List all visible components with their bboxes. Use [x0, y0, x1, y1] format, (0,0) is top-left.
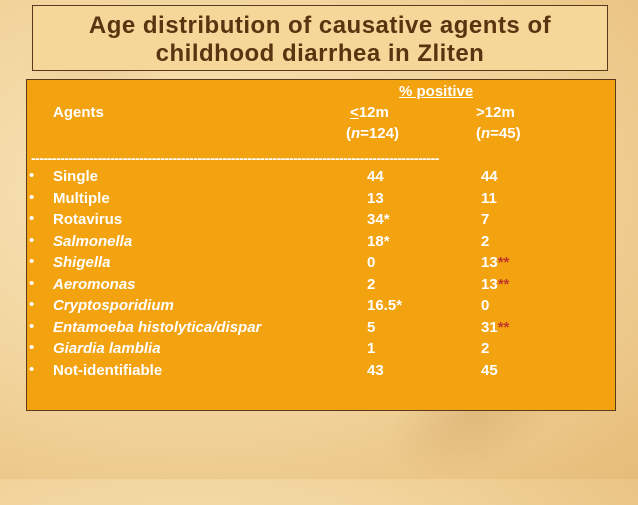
value-number: 18: [367, 232, 384, 250]
value-over-12m: 0: [481, 297, 489, 314]
significance-mark: *: [396, 297, 403, 314]
bullet-icon: •: [29, 360, 35, 378]
dashed-divider: ----------------------------------------…: [31, 150, 439, 164]
significance-mark: **: [497, 318, 510, 336]
agent-name: Multiple: [53, 189, 110, 207]
bullet-icon: •: [29, 274, 35, 292]
value-number: 43: [367, 361, 384, 379]
value-number: 0: [481, 297, 490, 314]
value-under-12m: 13: [367, 190, 384, 207]
title-box: Age distribution of causative agents of …: [32, 5, 608, 71]
bullet-icon: •: [29, 188, 35, 206]
significance-mark: *: [383, 211, 390, 228]
value-over-12m: 11: [481, 190, 497, 207]
agent-name: Rotavirus: [53, 211, 123, 228]
slide-title-line-2: childhood diarrhea in Zliten: [155, 40, 485, 67]
percent-positive-header: % positive: [399, 83, 474, 100]
value-number: 16.5: [367, 297, 397, 314]
significance-mark: **: [497, 275, 510, 293]
value-number: 2: [481, 232, 490, 250]
value-number: 0: [367, 254, 376, 271]
agent-name: Single: [53, 168, 99, 185]
value-under-12m: 44: [367, 168, 384, 185]
value-under-12m: 0: [367, 254, 375, 271]
agent-name: Aeromonas: [53, 275, 136, 293]
col-under-12m-label: 12m: [358, 104, 389, 121]
value-over-12m: 44: [481, 168, 498, 185]
paren: (: [476, 125, 481, 142]
value-number: 2: [481, 340, 490, 357]
col-under-12m-header: <12m: [350, 104, 389, 121]
significance-mark: **: [497, 254, 510, 271]
bullet-icon: •: [29, 167, 35, 184]
value-over-12m: 7: [481, 211, 489, 228]
value-number: 44: [367, 168, 384, 185]
value-number: 1: [367, 340, 376, 357]
agents-column-header: Agents: [53, 104, 104, 121]
bullet-icon: •: [29, 253, 35, 270]
value-number: 45: [481, 361, 498, 379]
agent-name: Shigella: [53, 254, 111, 271]
bullet-icon: •: [29, 339, 35, 356]
agent-name: Salmonella: [53, 232, 133, 250]
value-under-12m: 43: [367, 362, 384, 379]
bullet-icon: •: [29, 296, 35, 313]
n-value: =124): [360, 125, 399, 142]
agent-name: Entamoeba histolytica/dispar: [53, 318, 262, 336]
agent-name: Giardia lamblia: [53, 340, 161, 357]
value-number: 44: [481, 168, 498, 185]
value-number: 2: [367, 275, 376, 293]
bullet-icon: •: [29, 317, 35, 335]
value-number: 11: [481, 189, 497, 207]
value-over-12m: 31**: [481, 319, 509, 336]
n-value: =45): [490, 125, 521, 142]
significance-mark: *: [383, 232, 390, 250]
slide-title-line-1: Age distribution of causative agents of: [88, 12, 552, 39]
col-over-12m-n: (n=45): [476, 125, 521, 142]
value-over-12m: 2: [481, 340, 489, 357]
bullet-icon: •: [29, 231, 35, 249]
value-under-12m: 2: [367, 276, 375, 293]
value-number: 13: [367, 189, 384, 207]
value-under-12m: 5: [367, 319, 375, 336]
value-number: 34: [367, 211, 384, 228]
value-number: 13: [481, 254, 498, 271]
value-number: 5: [367, 318, 376, 336]
agent-name: Cryptosporidium: [53, 297, 174, 314]
value-under-12m: 16.5*: [367, 297, 402, 314]
col-under-12m-n: (n=124): [346, 125, 399, 142]
value-under-12m: 18*: [367, 233, 390, 250]
value-number: 7: [481, 211, 490, 228]
n-symbol: n: [481, 125, 491, 142]
col-over-12m-header: >12m: [476, 104, 515, 121]
value-number: 13: [481, 275, 498, 293]
n-symbol: n: [351, 125, 361, 142]
agent-name: Not-identifiable: [53, 361, 163, 379]
content-box: % positive Agents <12m >12m (n=124) (n=4…: [26, 79, 616, 411]
less-equal-symbol: <: [350, 104, 359, 121]
value-over-12m: 2: [481, 233, 489, 250]
value-over-12m: 45: [481, 362, 498, 379]
value-number: 31: [481, 318, 498, 336]
value-under-12m: 1: [367, 340, 375, 357]
bullet-icon: •: [29, 210, 35, 227]
value-under-12m: 34*: [367, 211, 390, 228]
paren: (: [346, 125, 351, 142]
value-over-12m: 13**: [481, 254, 509, 271]
value-over-12m: 13**: [481, 276, 509, 293]
